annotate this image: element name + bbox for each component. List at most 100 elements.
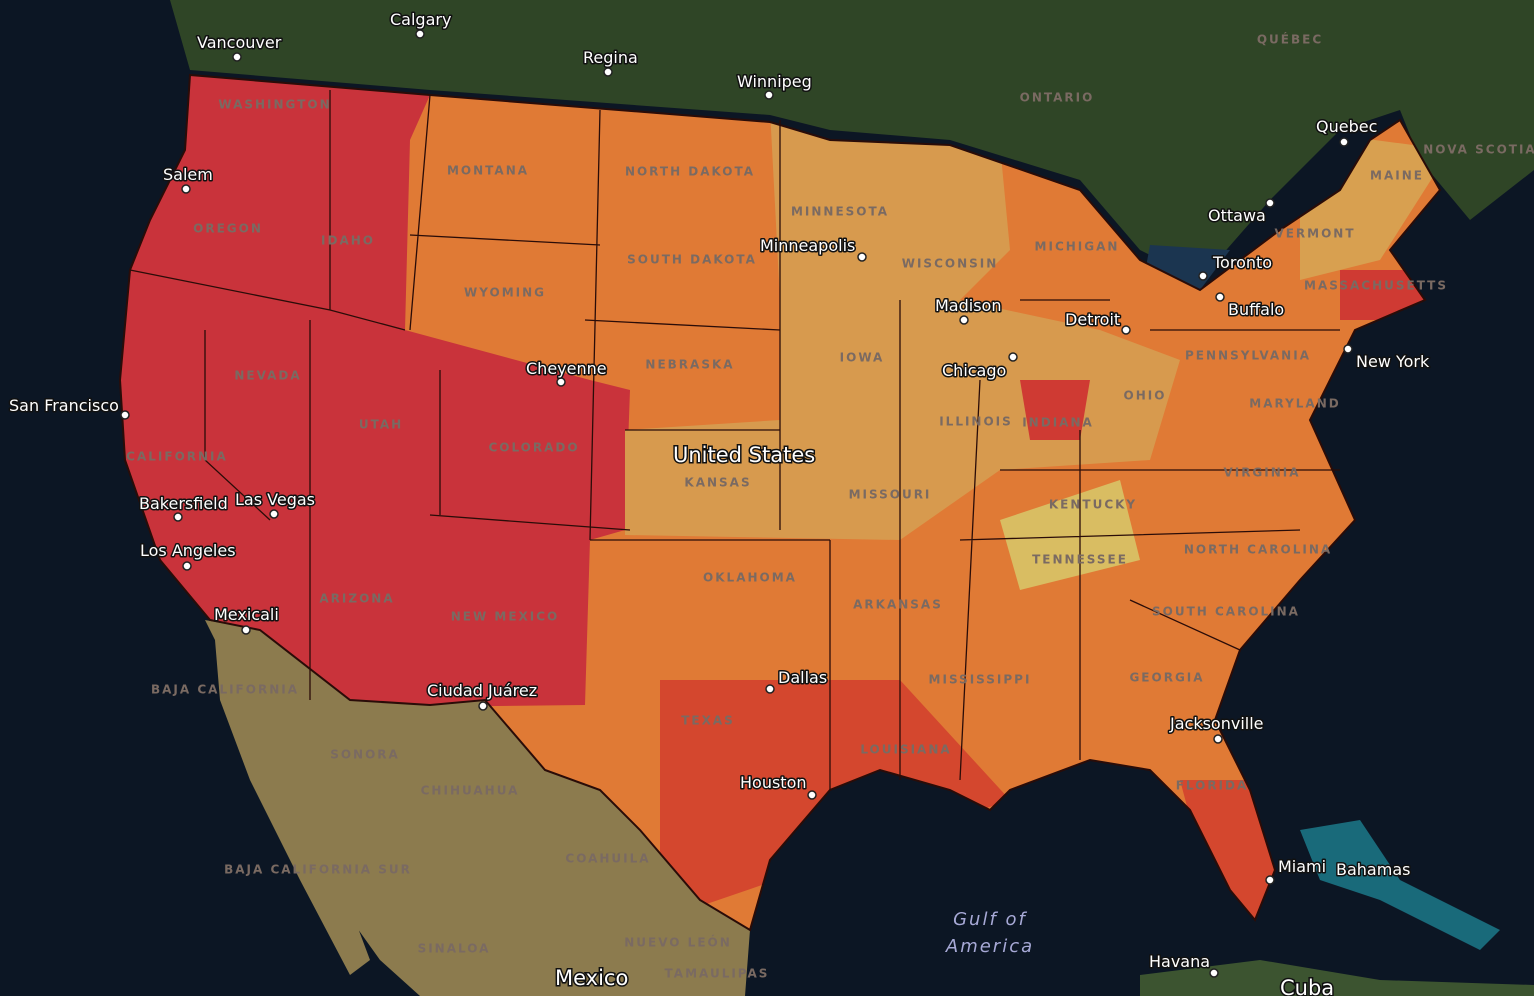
city-label: Buffalo	[1228, 300, 1284, 319]
region-label: BAJA CALIFORNIA	[151, 683, 299, 697]
bahamas-shoals	[1300, 820, 1500, 950]
country-label: United States	[673, 443, 815, 467]
city-dot	[556, 377, 566, 387]
region-label: NEVADA	[234, 369, 301, 383]
region-label: SINALOA	[418, 942, 491, 956]
region-label: MONTANA	[447, 164, 529, 178]
region-label: NORTH DAKOTA	[625, 165, 755, 179]
region-label: IOWA	[840, 351, 885, 365]
country-label: Mexico	[555, 966, 628, 990]
region-label: PENNSYLVANIA	[1185, 349, 1311, 363]
city-dot	[807, 790, 817, 800]
city-label: Ciudad Juárez	[427, 681, 537, 700]
city-label: Madison	[935, 296, 1001, 315]
region-label: NEW MEXICO	[451, 610, 560, 624]
zone-hot-spots	[1020, 270, 1440, 440]
water-label: America	[945, 936, 1034, 957]
city-dot	[765, 684, 775, 694]
city-label: Vancouver	[197, 33, 282, 52]
city-label: Havana	[1149, 952, 1210, 971]
region-label: SOUTH DAKOTA	[627, 253, 757, 267]
region-label: ILLINOIS	[939, 415, 1013, 429]
city-dot	[1213, 734, 1223, 744]
city-dot	[415, 29, 425, 39]
region-label: QUÉBEC	[1257, 32, 1323, 47]
city-dot	[120, 410, 130, 420]
city-dot	[1198, 271, 1208, 281]
region-label: TENNESSEE	[1032, 553, 1128, 567]
region-label: COAHUILA	[565, 852, 650, 866]
city-label: Mexicali	[214, 605, 279, 624]
city-label: New York	[1356, 352, 1430, 371]
region-label: ARIZONA	[319, 592, 394, 606]
city-dot	[1215, 292, 1225, 302]
city-label: Cheyenne	[526, 359, 607, 378]
city-label: Bakersfield	[139, 494, 228, 513]
city-label: Las Vegas	[235, 490, 315, 509]
region-label: SOUTH CAROLINA	[1152, 605, 1300, 619]
region-label: FLORIDA	[1176, 779, 1249, 793]
city-dot	[1343, 344, 1353, 354]
region-label: WISCONSIN	[902, 257, 999, 271]
city-dot	[1121, 325, 1131, 335]
region-label: MICHIGAN	[1035, 240, 1120, 254]
region-label: LOUISIANA	[860, 743, 951, 757]
city-dot	[1265, 875, 1275, 885]
region-label: CALIFORNIA	[126, 450, 228, 464]
region-label: WYOMING	[464, 286, 546, 300]
city-label: Detroit	[1065, 310, 1120, 329]
city-label: Los Angeles	[140, 541, 236, 560]
region-label: BAJA CALIFORNIA SUR	[224, 863, 412, 877]
cuba-land	[1140, 960, 1534, 996]
region-label: INDIANA	[1022, 416, 1094, 430]
city-dot	[181, 184, 191, 194]
city-dot	[1339, 137, 1349, 147]
region-label: MAINE	[1370, 169, 1424, 183]
city-label: Jacksonville	[1169, 714, 1264, 733]
canada-land	[170, 0, 1534, 280]
region-label: MISSOURI	[849, 488, 932, 502]
city-dot	[269, 509, 279, 519]
city-dot	[603, 67, 613, 77]
city-label: Quebec	[1316, 117, 1377, 136]
region-label: ARKANSAS	[853, 598, 943, 612]
region-label: CHIHUAHUA	[421, 784, 520, 798]
region-label: VIRGINIA	[1223, 466, 1300, 480]
region-label: GEORGIA	[1129, 671, 1204, 685]
region-label: COLORADO	[488, 441, 579, 455]
region-label: KENTUCKY	[1049, 498, 1137, 512]
region-label: IDAHO	[321, 234, 375, 248]
state-borders	[129, 90, 1340, 790]
city-label: Regina	[583, 48, 638, 67]
city-label: Calgary	[390, 10, 451, 29]
region-label: MISSISSIPPI	[929, 673, 1032, 687]
region-label: UTAH	[359, 418, 403, 432]
city-dot	[182, 561, 192, 571]
country-label: Cuba	[1280, 976, 1334, 996]
region-label: VERMONT	[1274, 227, 1355, 241]
region-label: MINNESOTA	[791, 205, 889, 219]
city-label: Minneapolis	[760, 236, 855, 255]
city-label: Chicago	[942, 361, 1006, 380]
city-label: Toronto	[1212, 253, 1272, 272]
city-label: Miami	[1278, 857, 1326, 876]
city-label: San Francisco	[9, 396, 119, 415]
region-label: OKLAHOMA	[703, 571, 797, 585]
city-dot	[232, 52, 242, 62]
region-label: NORTH CAROLINA	[1184, 543, 1332, 557]
region-label: OHIO	[1124, 389, 1167, 403]
city-dot	[1008, 352, 1018, 362]
region-label: MASSACHUSETTS	[1304, 279, 1448, 293]
city-dot	[478, 701, 488, 711]
city-dot	[173, 512, 183, 522]
water-label: Gulf of	[953, 909, 1027, 930]
labels: QUÉBEC ONTARIO NOVA SCOTIA WASHINGTON OREGON…	[8, 9, 1534, 996]
city-dot	[1209, 968, 1219, 978]
city-label: Ottawa	[1208, 206, 1266, 225]
region-label: TAMAULIPAS	[665, 967, 770, 981]
region-label: MARYLAND	[1249, 397, 1340, 411]
city-label: Bahamas	[1336, 860, 1410, 879]
city-label: Houston	[740, 773, 807, 792]
region-label: NUEVO LEÓN	[624, 935, 732, 950]
